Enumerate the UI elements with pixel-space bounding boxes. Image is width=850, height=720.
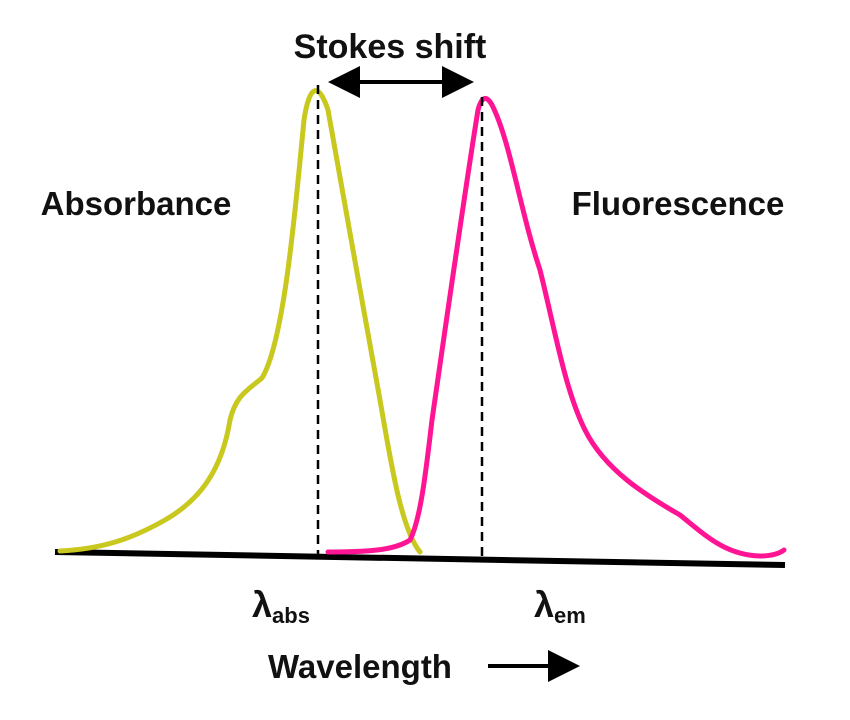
lambda-abs-symbol: λ <box>252 584 272 625</box>
lambda-em-symbol: λ <box>534 584 554 625</box>
lambda-abs-subscript: abs <box>272 603 310 628</box>
absorbance-label: Absorbance <box>41 185 232 222</box>
lambda-abs-label: λabs <box>252 584 310 628</box>
lambda-em-label: λem <box>534 584 586 628</box>
fluorescence-label: Fluorescence <box>572 185 785 222</box>
stokes-shift-label: Stokes shift <box>294 28 487 66</box>
wavelength-axis-baseline <box>54 549 786 568</box>
absorbance-curve <box>57 88 423 555</box>
wavelength-axis-label: Wavelength <box>268 648 452 685</box>
lambda-em-subscript: em <box>554 603 586 628</box>
fluorescence-curve <box>325 96 787 559</box>
